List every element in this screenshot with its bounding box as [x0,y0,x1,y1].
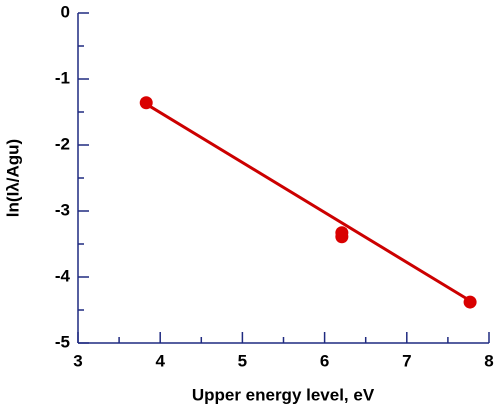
data-point [139,96,153,110]
y-tick-label: -4 [55,266,71,285]
x-tick-label: 3 [73,351,82,370]
x-tick-label: 7 [402,351,411,370]
x-tick-label: 4 [155,351,165,370]
data-point [335,230,349,244]
y-tick-label: -2 [55,134,70,153]
y-tick-label: 0 [61,2,70,21]
y-tick-label: -3 [55,200,70,219]
y-axis-label: ln(Iλ/Agu) [3,139,22,217]
fit-line [145,102,468,301]
data-point [463,295,477,309]
x-axis-label: Upper energy level, eV [192,385,375,404]
x-tick-label: 8 [484,351,493,370]
y-tick-label: -5 [55,332,70,351]
x-tick-label: 5 [238,351,247,370]
x-tick-label: 6 [320,351,329,370]
y-tick-label: -1 [55,68,70,87]
